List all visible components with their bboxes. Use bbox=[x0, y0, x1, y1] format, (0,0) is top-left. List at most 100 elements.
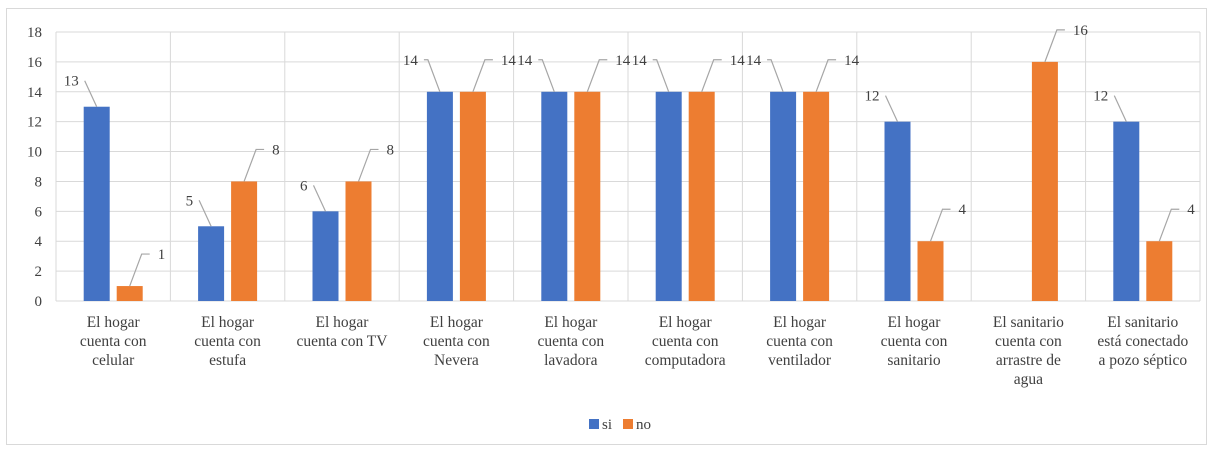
x-category-label-line: cuenta con bbox=[80, 333, 147, 350]
x-category-label: El hogar cuenta con Nevera bbox=[423, 314, 490, 369]
bar-no bbox=[1146, 241, 1173, 301]
data-label-no: 14 bbox=[730, 53, 746, 69]
y-tick-label: 4 bbox=[35, 234, 43, 250]
data-label-si: 12 bbox=[865, 89, 880, 105]
y-tick-label: 16 bbox=[27, 55, 43, 71]
data-label-leader bbox=[198, 200, 212, 227]
data-label-si: 5 bbox=[186, 193, 194, 209]
x-category-label-line: Nevera bbox=[434, 352, 479, 369]
x-category-label-line: El sanitario bbox=[1107, 314, 1178, 331]
data-label-leader bbox=[312, 185, 327, 212]
data-label-no: 8 bbox=[387, 142, 395, 158]
bar-no bbox=[574, 91, 601, 302]
x-category-label-line: El hogar bbox=[87, 314, 141, 331]
x-category-label-line: El hogar bbox=[544, 314, 598, 331]
bar-si bbox=[426, 91, 453, 302]
x-category-label: El hogar cuenta con sanitario bbox=[881, 314, 948, 369]
x-category-label-line: cuenta con bbox=[995, 333, 1062, 350]
data-label-si: 13 bbox=[64, 74, 79, 90]
x-category-label: El sanitario está conectado a pozo séptico bbox=[1097, 314, 1188, 369]
bar-no bbox=[116, 286, 143, 301]
y-tick-label: 6 bbox=[35, 204, 43, 220]
data-label-leader bbox=[243, 148, 265, 182]
bar-si bbox=[312, 211, 339, 301]
x-category-label-line: estufa bbox=[209, 352, 246, 369]
data-label-si: 14 bbox=[517, 53, 533, 69]
bar-si bbox=[655, 91, 682, 302]
x-category-label-line: a pozo séptico bbox=[1098, 352, 1187, 369]
x-category-label-line: celular bbox=[92, 352, 135, 369]
data-label-leader bbox=[701, 59, 722, 92]
x-category-label-line: cuenta con bbox=[194, 333, 261, 350]
bar-si bbox=[541, 91, 568, 302]
x-category-label-line: computadora bbox=[645, 352, 726, 369]
bar-si bbox=[770, 91, 797, 302]
bar-no bbox=[345, 181, 372, 301]
y-tick-label: 0 bbox=[35, 294, 43, 310]
x-category-label-line: sanitario bbox=[887, 352, 941, 369]
x-category-label: El hogar cuenta con celular bbox=[80, 314, 147, 369]
data-label-leader bbox=[357, 148, 379, 182]
data-label-si: 14 bbox=[632, 53, 648, 69]
x-category-label-line: cuenta con bbox=[652, 333, 719, 350]
bar-no bbox=[231, 181, 258, 301]
legend-label-no: no bbox=[636, 417, 651, 433]
x-category-label-line: está conectado bbox=[1097, 333, 1188, 350]
bar-si bbox=[198, 226, 225, 301]
x-category-label: El hogar cuenta con estufa bbox=[194, 314, 261, 369]
data-label-leader bbox=[815, 59, 837, 92]
data-label-no: 1 bbox=[158, 247, 166, 263]
x-category-label: El hogar cuenta con computadora bbox=[645, 314, 726, 369]
x-category-label-line: cuenta con bbox=[766, 333, 833, 350]
x-category-label-line: ventilador bbox=[768, 352, 832, 369]
data-label-no: 4 bbox=[1187, 202, 1195, 218]
data-label-no: 16 bbox=[1073, 23, 1089, 39]
x-category-label-line: cuenta con bbox=[881, 333, 948, 350]
data-label-leader bbox=[1113, 95, 1127, 122]
bar-no bbox=[1031, 61, 1058, 302]
data-label-si: 14 bbox=[403, 53, 419, 69]
y-tick-label: 8 bbox=[35, 174, 43, 190]
x-category-label: El hogar cuenta con ventilador bbox=[766, 314, 833, 369]
x-category-label-line: cuenta con bbox=[537, 333, 604, 350]
bar-no bbox=[459, 91, 486, 302]
data-label-leader bbox=[129, 253, 150, 287]
data-label-no: 14 bbox=[615, 53, 631, 69]
x-category-label-line: El hogar bbox=[201, 314, 255, 331]
x-category-label-line: arrastre de bbox=[996, 352, 1061, 369]
legend-label-si: si bbox=[602, 417, 612, 433]
x-category-label: El hogar cuenta con lavadora bbox=[537, 314, 604, 369]
x-category-label-line: El hogar bbox=[316, 314, 370, 331]
data-label-no: 14 bbox=[844, 53, 860, 69]
x-category-label-line: El hogar bbox=[430, 314, 484, 331]
x-category-label-line: lavadora bbox=[544, 352, 597, 369]
data-label-no: 8 bbox=[272, 142, 280, 158]
data-label-leader bbox=[929, 208, 951, 242]
x-category-label: El sanitario cuenta con arrastre de agua bbox=[993, 314, 1064, 388]
legend-swatch-no bbox=[623, 419, 633, 429]
x-category-label-line: El hogar bbox=[888, 314, 942, 331]
x-category-label-line: El hogar bbox=[659, 314, 713, 331]
data-label-leader bbox=[1158, 208, 1180, 242]
x-category-label-line: El sanitario bbox=[993, 314, 1064, 331]
y-tick-label: 2 bbox=[35, 264, 43, 280]
data-label-leader bbox=[1044, 29, 1065, 63]
data-label-no: 4 bbox=[959, 202, 967, 218]
data-label-si: 14 bbox=[746, 53, 762, 69]
data-label-leader bbox=[84, 80, 98, 107]
bar-no bbox=[688, 91, 715, 302]
data-label-leader bbox=[767, 59, 784, 92]
data-label-si: 6 bbox=[300, 178, 308, 194]
data-label-leader bbox=[538, 59, 555, 92]
x-category-label: El hogar cuenta con TV bbox=[297, 314, 389, 350]
y-tick-label: 18 bbox=[27, 25, 42, 41]
data-label-leader bbox=[586, 59, 608, 92]
y-tick-label: 12 bbox=[27, 115, 42, 131]
x-category-label-line: cuenta con bbox=[423, 333, 490, 350]
bar-no bbox=[803, 91, 830, 302]
legend-swatch-si bbox=[589, 419, 599, 429]
x-category-label-line: agua bbox=[1014, 371, 1043, 388]
x-category-label-line: El hogar bbox=[773, 314, 827, 331]
